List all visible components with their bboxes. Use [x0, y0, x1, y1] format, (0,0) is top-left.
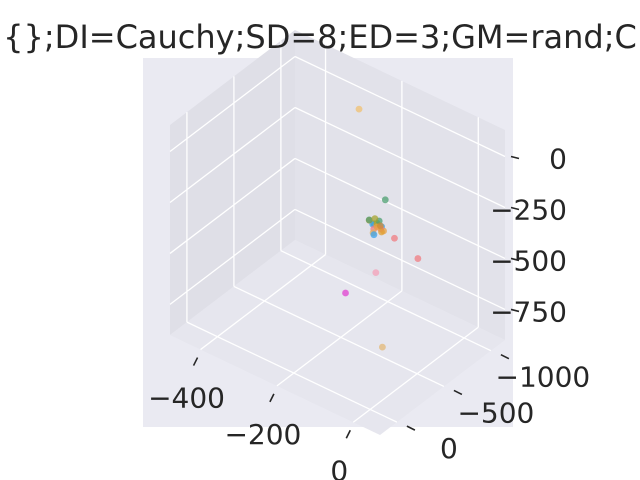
x-tick-label: 0	[330, 454, 348, 480]
gridline-z	[169, 157, 296, 254]
y-tick-label: −1000	[496, 361, 591, 394]
data-points	[342, 105, 422, 351]
gridline-x	[200, 254, 326, 351]
pane-back	[295, 30, 505, 340]
data-point	[381, 196, 389, 204]
y-tick-label: −500	[457, 396, 534, 429]
gridline-x	[352, 326, 479, 423]
data-point	[371, 215, 379, 223]
tick-mark-y	[453, 389, 463, 396]
y-tick-label: 0	[440, 432, 458, 465]
tick-mark-y	[406, 425, 416, 431]
data-point	[414, 255, 422, 262]
chart-title: {};DI=Cauchy;SD=8;ED=3;GM=rand;C	[3, 18, 637, 56]
gridline-z	[169, 106, 296, 203]
data-point	[379, 343, 386, 351]
z-tick-label: −250	[490, 193, 567, 226]
gridline-z	[294, 208, 506, 311]
gridline-z	[169, 55, 296, 153]
gridline-x	[276, 290, 403, 387]
gridline-y	[233, 285, 445, 388]
tick-mark-z	[510, 308, 520, 313]
gridline-z	[294, 106, 506, 209]
data-point	[342, 289, 349, 297]
z-tick-label: 0	[549, 143, 567, 176]
z-tick-label: −750	[490, 295, 567, 328]
x-tick-label: −400	[148, 382, 225, 415]
tick-mark-x	[269, 393, 275, 403]
z-tick-label: −500	[490, 244, 567, 277]
pane-floor	[170, 240, 505, 435]
tick-mark-x	[345, 429, 351, 439]
data-point	[370, 231, 378, 239]
tick-mark-x	[192, 357, 199, 366]
gridline-z	[169, 208, 296, 305]
gridline-y	[186, 321, 398, 423]
tick-mark-y	[500, 353, 510, 360]
data-point	[377, 222, 384, 230]
data-point	[378, 228, 385, 236]
pane-left	[170, 30, 295, 335]
gridline-z	[294, 55, 506, 158]
tick-mark-z	[510, 206, 520, 211]
data-point	[355, 105, 363, 113]
gridline-y	[280, 250, 492, 352]
gridlines	[169, 40, 506, 423]
data-point	[365, 216, 373, 224]
gridline-z	[294, 157, 506, 260]
tick-mark-z	[510, 257, 520, 262]
x-tick-label: −200	[224, 418, 301, 451]
data-point	[372, 269, 380, 277]
data-point	[391, 234, 398, 242]
tick-mark-z	[510, 155, 520, 160]
